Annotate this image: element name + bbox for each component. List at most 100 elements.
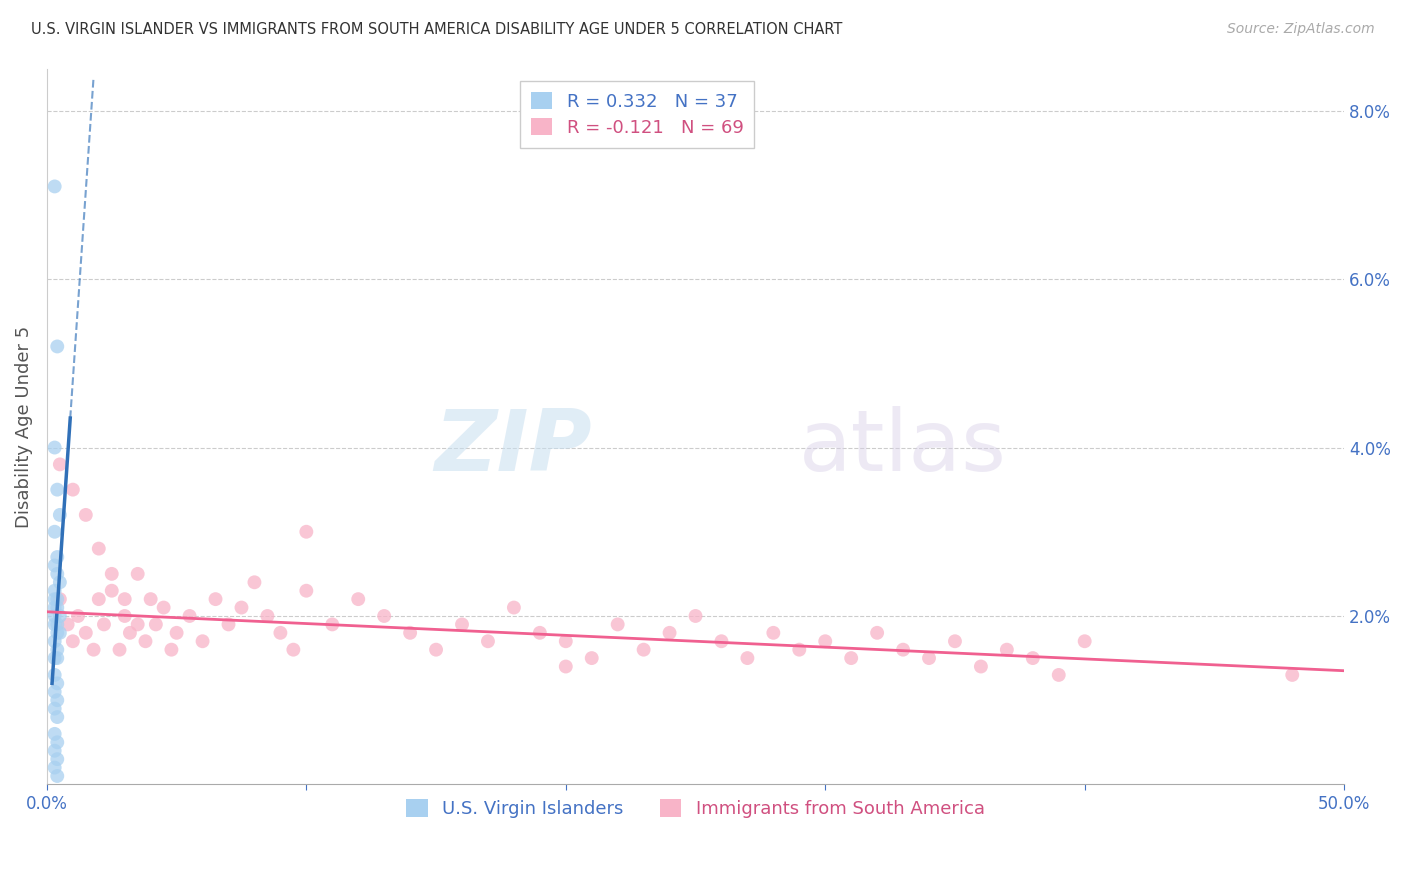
Point	[231, 600, 253, 615]
Point	[152, 600, 174, 615]
Point	[658, 625, 681, 640]
Point	[44, 179, 66, 194]
Point	[918, 651, 941, 665]
Point	[108, 642, 131, 657]
Point	[44, 592, 66, 607]
Point	[179, 609, 201, 624]
Point	[633, 642, 655, 657]
Point	[1281, 668, 1303, 682]
Point	[44, 761, 66, 775]
Point	[191, 634, 214, 648]
Text: U.S. VIRGIN ISLANDER VS IMMIGRANTS FROM SOUTH AMERICA DISABILITY AGE UNDER 5 COR: U.S. VIRGIN ISLANDER VS IMMIGRANTS FROM …	[31, 22, 842, 37]
Point	[166, 625, 188, 640]
Point	[46, 483, 69, 497]
Point	[114, 609, 136, 624]
Point	[477, 634, 499, 648]
Point	[62, 483, 84, 497]
Point	[127, 617, 149, 632]
Point	[204, 592, 226, 607]
Point	[75, 625, 97, 640]
Point	[118, 625, 141, 640]
Point	[46, 592, 69, 607]
Point	[160, 642, 183, 657]
Point	[87, 592, 110, 607]
Text: Source: ZipAtlas.com: Source: ZipAtlas.com	[1227, 22, 1375, 37]
Point	[44, 609, 66, 624]
Point	[44, 558, 66, 573]
Point	[995, 642, 1018, 657]
Point	[347, 592, 370, 607]
Point	[44, 701, 66, 715]
Point	[554, 634, 576, 648]
Point	[321, 617, 343, 632]
Point	[283, 642, 305, 657]
Point	[49, 508, 72, 522]
Point	[49, 625, 72, 640]
Point	[218, 617, 240, 632]
Point	[839, 651, 862, 665]
Point	[44, 441, 66, 455]
Point	[891, 642, 914, 657]
Point	[62, 634, 84, 648]
Point	[127, 566, 149, 581]
Point	[451, 617, 474, 632]
Point	[295, 583, 318, 598]
Point	[46, 617, 69, 632]
Point	[49, 458, 72, 472]
Point	[710, 634, 733, 648]
Point	[256, 609, 278, 624]
Point	[787, 642, 810, 657]
Point	[606, 617, 628, 632]
Point	[44, 685, 66, 699]
Point	[75, 508, 97, 522]
Point	[46, 676, 69, 690]
Point	[399, 625, 422, 640]
Point	[425, 642, 447, 657]
Point	[49, 609, 72, 624]
Point	[44, 524, 66, 539]
Point	[44, 651, 66, 665]
Point	[139, 592, 162, 607]
Point	[44, 744, 66, 758]
Text: atlas: atlas	[799, 407, 1007, 490]
Point	[49, 575, 72, 590]
Point	[46, 735, 69, 749]
Point	[295, 524, 318, 539]
Point	[503, 600, 526, 615]
Point	[46, 566, 69, 581]
Point	[269, 625, 291, 640]
Point	[83, 642, 105, 657]
Point	[46, 600, 69, 615]
Point	[134, 634, 156, 648]
Point	[46, 651, 69, 665]
Point	[49, 592, 72, 607]
Point	[46, 642, 69, 657]
Point	[44, 727, 66, 741]
Point	[46, 625, 69, 640]
Point	[1022, 651, 1045, 665]
Y-axis label: Disability Age Under 5: Disability Age Under 5	[15, 326, 32, 527]
Point	[46, 710, 69, 724]
Point	[100, 566, 122, 581]
Point	[44, 617, 66, 632]
Point	[814, 634, 837, 648]
Point	[44, 600, 66, 615]
Point	[943, 634, 966, 648]
Point	[145, 617, 167, 632]
Point	[529, 625, 551, 640]
Point	[1047, 668, 1070, 682]
Point	[243, 575, 266, 590]
Point	[87, 541, 110, 556]
Point	[762, 625, 785, 640]
Point	[373, 609, 395, 624]
Point	[866, 625, 889, 640]
Point	[46, 752, 69, 766]
Point	[970, 659, 993, 673]
Point	[114, 592, 136, 607]
Text: ZIP: ZIP	[434, 407, 592, 490]
Point	[46, 339, 69, 353]
Point	[100, 583, 122, 598]
Legend: U.S. Virgin Islanders, Immigrants from South America: U.S. Virgin Islanders, Immigrants from S…	[399, 792, 993, 825]
Point	[737, 651, 759, 665]
Point	[46, 549, 69, 564]
